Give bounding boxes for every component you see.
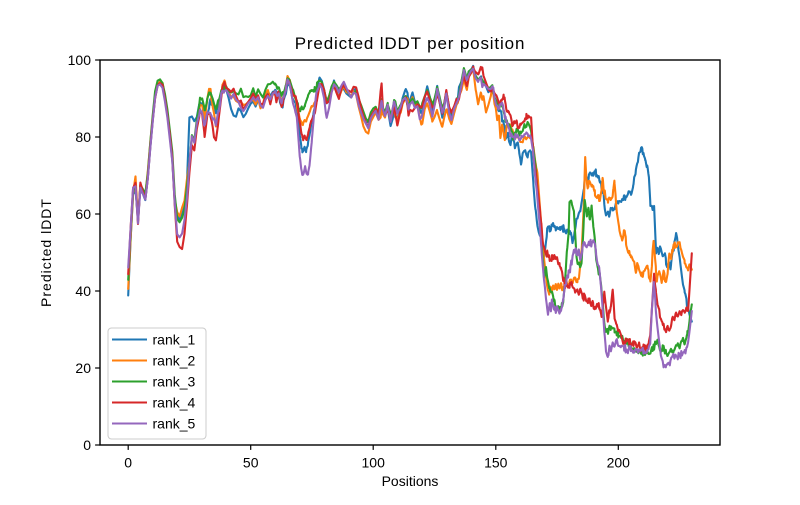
svg-text:Predicted lDDT per position: Predicted lDDT per position [295,34,526,53]
svg-text:150: 150 [484,455,508,471]
svg-text:Predicted lDDT: Predicted lDDT [38,198,54,307]
svg-text:rank_2: rank_2 [153,353,196,369]
svg-text:80: 80 [75,129,91,145]
svg-text:200: 200 [607,455,631,471]
svg-text:rank_1: rank_1 [153,332,196,348]
svg-text:0: 0 [124,455,132,471]
svg-text:0: 0 [83,437,91,453]
svg-text:rank_5: rank_5 [153,416,196,432]
svg-text:100: 100 [362,455,386,471]
svg-text:40: 40 [75,283,91,299]
svg-text:100: 100 [68,52,92,68]
svg-text:rank_3: rank_3 [153,374,196,390]
svg-text:rank_4: rank_4 [153,395,196,411]
svg-text:20: 20 [75,360,91,376]
svg-text:50: 50 [243,455,259,471]
svg-text:Positions: Positions [382,473,439,489]
svg-text:60: 60 [75,206,91,222]
